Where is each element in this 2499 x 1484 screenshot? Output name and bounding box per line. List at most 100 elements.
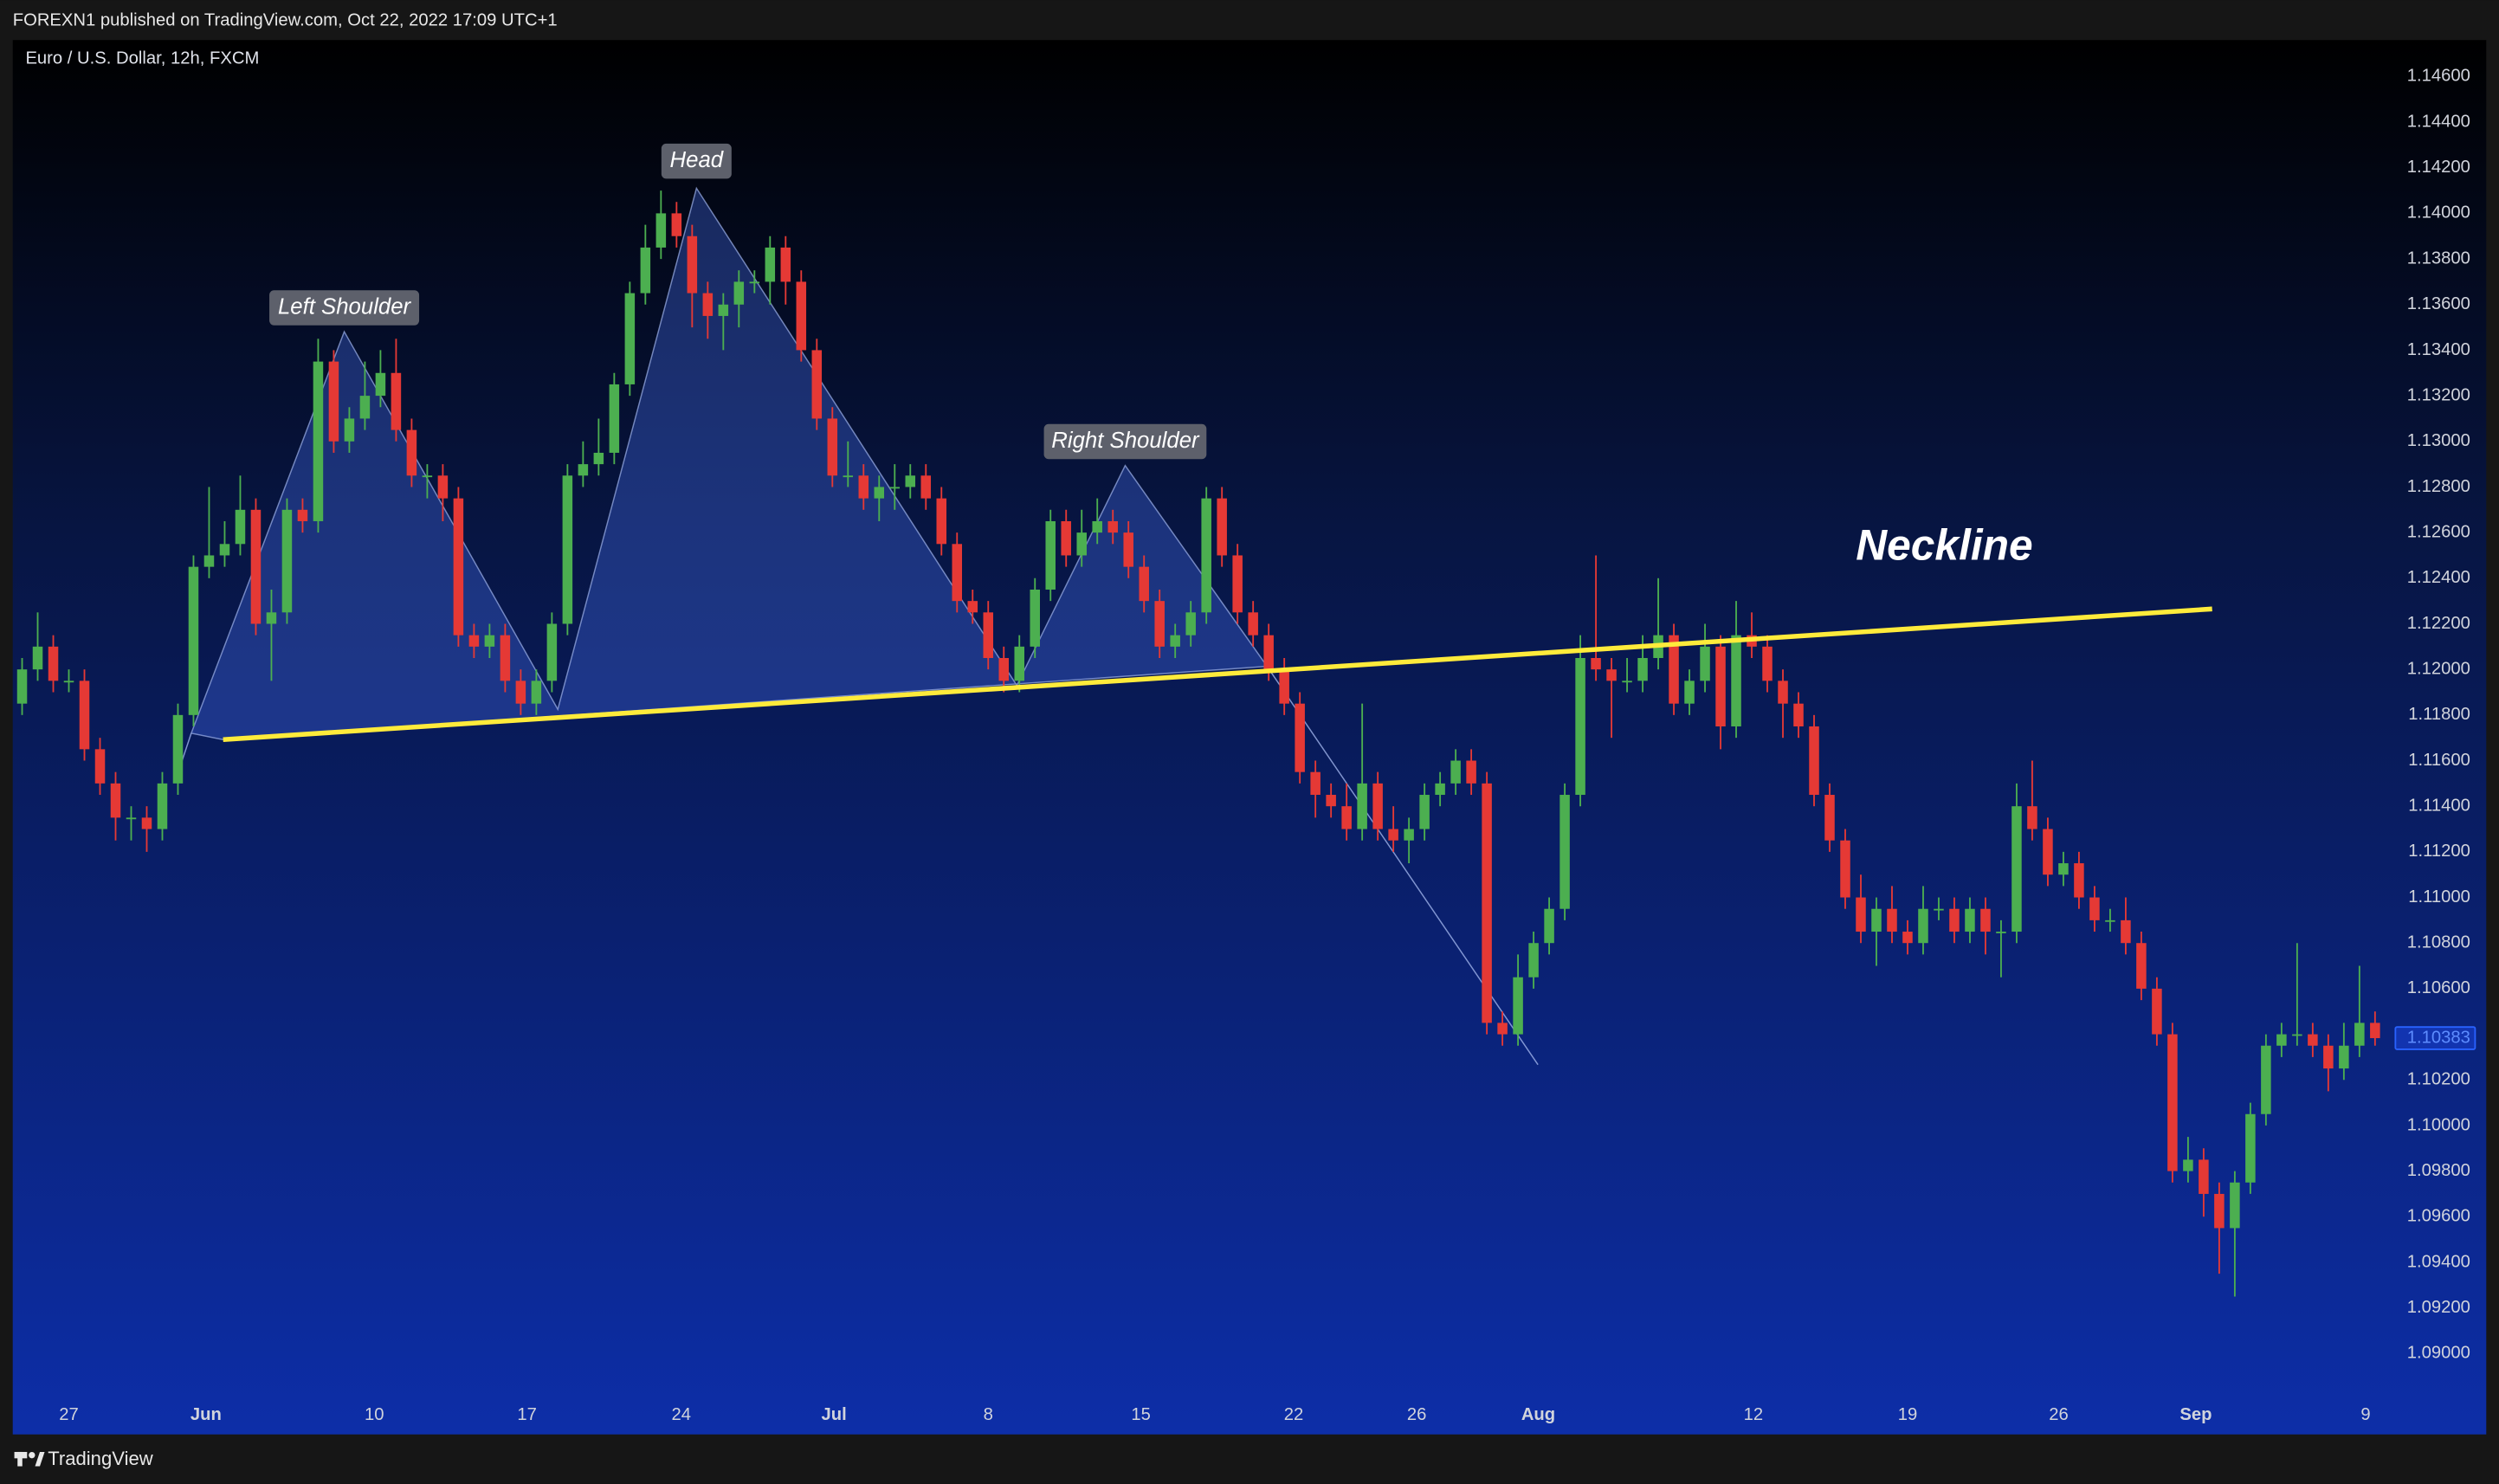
- annotation-head: Head: [670, 148, 724, 172]
- y-tick-label: 1.14000: [2407, 203, 2470, 223]
- x-tick-label: 24: [671, 1405, 691, 1424]
- candle-body: [889, 487, 901, 489]
- y-tick-label: 1.14400: [2407, 112, 2470, 131]
- candle-body: [2339, 1045, 2349, 1069]
- candle-body: [765, 247, 776, 282]
- candle-body: [328, 361, 339, 442]
- last-price-label: 1.10383: [2407, 1028, 2470, 1047]
- chart-pane: [12, 40, 2487, 1435]
- candle-body: [1232, 555, 1243, 613]
- candle-body: [2323, 1045, 2334, 1069]
- candle-body: [578, 464, 589, 476]
- candle-body: [2043, 829, 2053, 875]
- candle-body: [359, 396, 371, 419]
- candle-body: [1450, 760, 1461, 784]
- y-tick-label: 1.11400: [2408, 797, 2470, 816]
- candle-body: [1513, 977, 1523, 1035]
- candle-body: [1404, 829, 1414, 841]
- x-tick-label: Jun: [190, 1405, 222, 1424]
- candle-body: [687, 236, 698, 294]
- candle-body: [2011, 806, 2022, 932]
- x-tick-label: 27: [59, 1405, 79, 1424]
- x-tick-label: 19: [1898, 1405, 1918, 1424]
- candle-body: [1154, 601, 1165, 647]
- candle-body: [1559, 795, 1570, 909]
- candle-body: [1310, 771, 1321, 796]
- axes: 1.09000 1.09200 1.09400 1.09600 1.09800 1.100…: [59, 67, 2476, 1424]
- candle-body: [468, 635, 480, 647]
- label-box: [269, 290, 420, 326]
- candle-body: [2136, 943, 2147, 989]
- candle-body: [531, 681, 542, 704]
- candle-body: [1341, 806, 1352, 829]
- candle-body: [2245, 1113, 2256, 1183]
- candle-body: [2152, 988, 2162, 1035]
- candle-body: [718, 304, 729, 316]
- candle-body: [2199, 1159, 2209, 1194]
- y-tick-label: 1.11600: [2408, 751, 2470, 770]
- candle-body: [1092, 520, 1102, 533]
- candle-body: [500, 635, 511, 681]
- candle-body: [2230, 1182, 2240, 1229]
- candle-body: [1949, 908, 1960, 932]
- candle-body: [515, 681, 526, 704]
- candle-body: [1201, 498, 1211, 613]
- brand-name: TradingView: [48, 1448, 153, 1469]
- y-tick-label: 1.10600: [2407, 978, 2470, 997]
- candle-body: [2167, 1034, 2178, 1171]
- candle-body: [2105, 919, 2115, 922]
- y-tick-label: 1.09800: [2407, 1161, 2470, 1180]
- candle-body: [313, 361, 324, 521]
- candle-body: [1435, 783, 1445, 796]
- candle-body: [1606, 669, 1617, 681]
- candle-body: [141, 817, 152, 829]
- candle-body: [811, 350, 823, 419]
- brand: TradingView: [14, 1448, 153, 1469]
- candle-body: [920, 475, 932, 499]
- target-line: [1266, 666, 1539, 1066]
- candle-body: [1045, 520, 1056, 590]
- y-tick-label: 1.12600: [2407, 522, 2470, 541]
- x-tick-label: 17: [517, 1405, 537, 1424]
- candle-body: [2370, 1023, 2380, 1039]
- symbol-title: Euro / U.S. Dollar, 12h, FXCM: [25, 49, 259, 68]
- candle-body: [1217, 498, 1227, 556]
- candle-body: [2089, 897, 2100, 920]
- candle-body: [936, 498, 947, 545]
- candle-body: [1061, 520, 1071, 556]
- x-tick-label: 22: [1284, 1405, 1304, 1424]
- candle-body: [733, 281, 745, 305]
- x-tick-label: 26: [1407, 1405, 1427, 1424]
- candle-body: [1139, 566, 1149, 602]
- y-tick-label: 1.13000: [2407, 431, 2470, 450]
- y-tick-label: 1.10200: [2407, 1070, 2470, 1089]
- y-tick-label: 1.10800: [2407, 933, 2470, 952]
- y-tick-label: 1.12000: [2407, 660, 2470, 679]
- candle-body: [1934, 908, 1944, 911]
- candle-body: [266, 612, 277, 624]
- candle-body: [1466, 760, 1476, 784]
- candle-body: [1684, 681, 1695, 704]
- candle-body: [546, 623, 558, 681]
- candle-body: [1295, 703, 1305, 772]
- candle-body: [172, 714, 184, 784]
- candle-body: [188, 566, 199, 715]
- candle-body: [874, 487, 885, 499]
- y-tick-label: 1.10000: [2407, 1115, 2470, 1134]
- y-tick-label: 1.09000: [2407, 1344, 2470, 1363]
- candle-body: [1591, 657, 1601, 670]
- y-tick-label: 1.12400: [2407, 568, 2470, 587]
- candle-body: [655, 213, 667, 248]
- x-tick-label: Sep: [2179, 1405, 2212, 1424]
- candle-body: [624, 293, 636, 384]
- candle-body: [2058, 863, 2069, 875]
- candle-body: [1887, 908, 1897, 932]
- x-tick-label: 9: [2360, 1405, 2370, 1424]
- candle-body: [1076, 532, 1087, 556]
- candle-body: [1170, 635, 1180, 647]
- logo-part: [17, 1451, 23, 1467]
- candle-body: [32, 646, 43, 670]
- candle-body: [437, 475, 449, 499]
- candle-body: [1528, 943, 1539, 978]
- candle-body: [250, 509, 262, 624]
